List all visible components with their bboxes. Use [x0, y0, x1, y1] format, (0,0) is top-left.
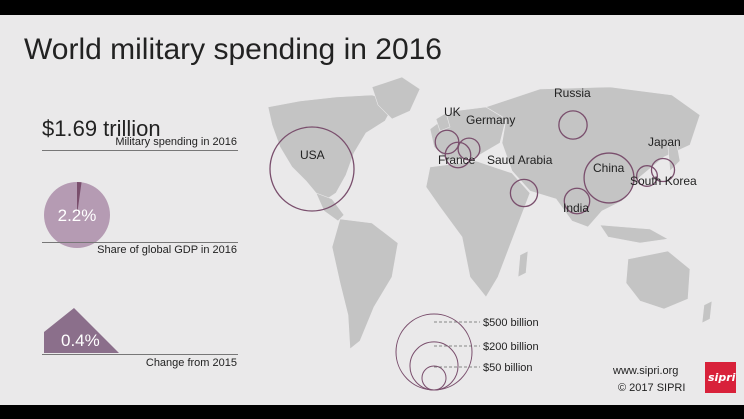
gdp-divider [42, 242, 238, 243]
legend-label-50: $50 billion [483, 362, 533, 374]
sipri-logo: sipri [705, 362, 736, 393]
land-uk-island [435, 112, 451, 132]
sipri-url[interactable]: www.sipri.org [613, 365, 679, 377]
label-india: India [563, 201, 590, 215]
legend-label-500: $500 billion [483, 317, 539, 329]
bubble-saud-arabia [509, 178, 539, 208]
label-usa: USA [300, 148, 325, 162]
bubble-france [444, 141, 472, 169]
label-russia: Russia [554, 86, 591, 100]
land-japan-islands [667, 138, 681, 172]
land-new-zealand [701, 300, 713, 324]
label-china: China [593, 161, 625, 175]
gdp-share-pie: 2.2% [44, 181, 110, 248]
land-indonesia [599, 224, 669, 244]
land-asia [485, 86, 701, 228]
legend-bubble-50 [421, 365, 447, 391]
change-divider [42, 354, 238, 355]
bubble-china [583, 152, 635, 204]
legend-bubble-500 [395, 313, 473, 391]
label-germany: Germany [466, 113, 516, 127]
land-africa [425, 160, 531, 298]
world-landmass [267, 76, 713, 350]
label-saudi-arabia: Saud Arabia [487, 153, 553, 167]
total-divider [42, 150, 238, 151]
change-caption: Change from 2015 [145, 357, 237, 369]
label-uk: UK [444, 105, 461, 119]
slide: World military spending in 2016 USA Chin… [0, 15, 744, 405]
legend-bubbles [395, 313, 480, 391]
label-south-korea: South Korea [630, 174, 697, 188]
legend-label-200: $200 billion [483, 341, 539, 353]
land-australia [625, 250, 691, 310]
world-map [267, 76, 713, 391]
bubble-japan [650, 157, 676, 183]
land-north-america [267, 94, 396, 202]
label-france: France [438, 153, 476, 167]
bubble-india [563, 187, 591, 215]
land-south-america [331, 218, 399, 350]
gdp-share-value: 2.2% [58, 206, 97, 225]
gdp-share-caption: Share of global GDP in 2016 [97, 244, 237, 256]
label-japan: Japan [648, 135, 681, 149]
land-madagascar [517, 250, 529, 278]
land-europe [429, 106, 507, 162]
page-title: World military spending in 2016 [24, 33, 442, 66]
change-value: 0.4% [61, 331, 100, 350]
land-greenland [371, 76, 421, 120]
total-spending-value: $1.69 trillion [42, 116, 161, 141]
bubble-russia [558, 110, 588, 140]
copyright: © 2017 SIPRI [618, 382, 686, 394]
bubble-layer [269, 110, 676, 215]
bubble-uk [434, 129, 460, 155]
total-spending-caption: Military spending in 2016 [115, 136, 237, 148]
pie-share-slice [77, 181, 82, 215]
sipri-logo-text: sipri [708, 371, 736, 384]
change-up-arrow [44, 308, 119, 353]
bubble-germany [457, 137, 481, 161]
bubble-usa [269, 126, 355, 212]
bubble-south-korea [636, 165, 658, 187]
